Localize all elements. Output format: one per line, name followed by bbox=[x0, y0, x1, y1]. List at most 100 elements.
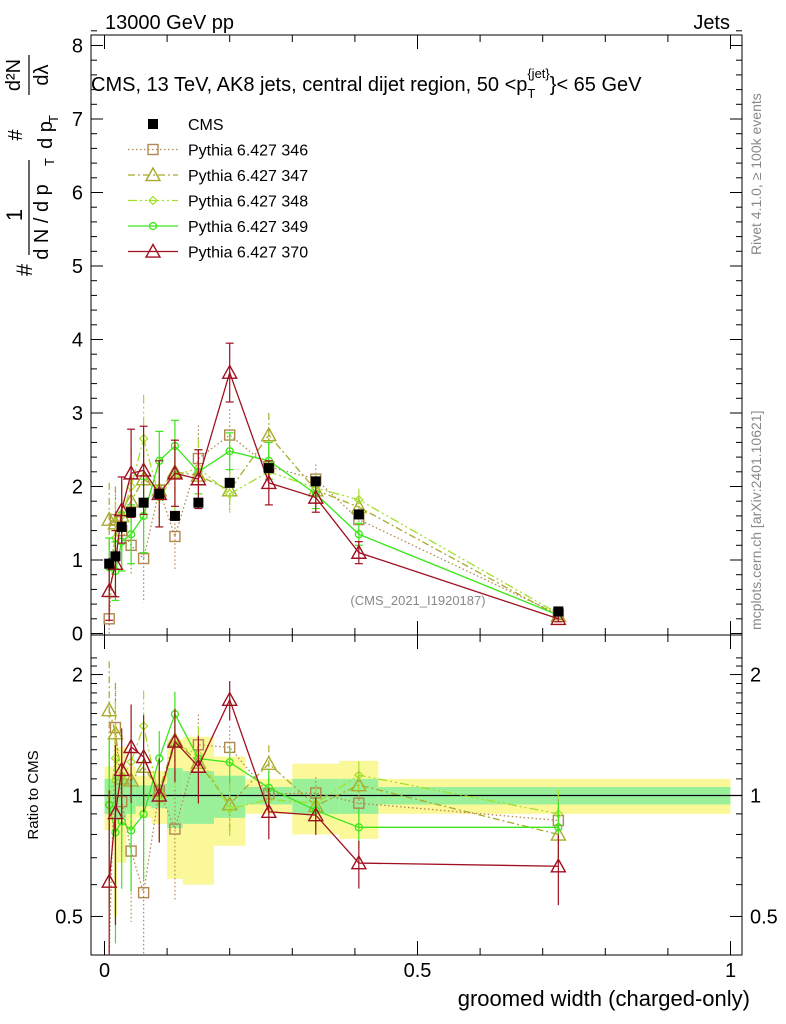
ratio-point bbox=[151, 787, 168, 802]
legend-marker bbox=[148, 221, 158, 231]
legend-marker bbox=[144, 243, 162, 258]
cms-data-point bbox=[310, 476, 321, 487]
data-point bbox=[126, 530, 136, 539]
legend-label: CMS bbox=[188, 117, 224, 134]
legend-item: Pythia 6.427 349 bbox=[128, 219, 308, 236]
y-label-hash: # bbox=[12, 263, 37, 276]
data-point bbox=[166, 464, 184, 480]
y-label-frac-num: 1 bbox=[2, 209, 27, 221]
legend: CMS Pythia 6.427 346 Pythia 6.427 347 Pythi… bbox=[128, 117, 308, 262]
data-point bbox=[350, 544, 368, 559]
ratio-point bbox=[137, 886, 150, 899]
legend-marker bbox=[144, 166, 162, 182]
ratio-point bbox=[221, 691, 238, 706]
y-label-hash2: # bbox=[5, 129, 27, 141]
x-tick-label: 0.5 bbox=[404, 960, 432, 982]
cms-data-point bbox=[224, 477, 235, 488]
y-tick-label: 4 bbox=[72, 330, 83, 352]
header-right: Jets bbox=[693, 12, 730, 34]
ratio-tick-label: 2 bbox=[72, 665, 83, 687]
data-point bbox=[225, 447, 234, 456]
series-line bbox=[108, 370, 559, 620]
chart-title: CMS, 13 TeV, AK8 jets, central dijet reg… bbox=[91, 66, 642, 101]
cms-data-point bbox=[110, 551, 121, 562]
ratio-point bbox=[166, 733, 184, 748]
y-label-d2n: d²N bbox=[3, 59, 25, 91]
ratio-tick-label: 0.5 bbox=[55, 906, 83, 928]
ratio-point bbox=[107, 804, 124, 820]
ratio-point bbox=[225, 758, 234, 767]
legend-label: Pythia 6.427 349 bbox=[188, 219, 308, 236]
data-point bbox=[122, 464, 140, 480]
ratio-axis-label: Ratio to CMS bbox=[25, 750, 42, 839]
legend-marker bbox=[148, 195, 158, 206]
ratio-tick-label-right: 1 bbox=[750, 786, 761, 808]
data-point bbox=[550, 610, 567, 626]
ratio-point bbox=[224, 803, 235, 814]
legend-marker bbox=[147, 143, 159, 156]
y-label-dlambda: dλ bbox=[31, 64, 53, 85]
cms-data-point bbox=[116, 521, 127, 532]
ratio-point bbox=[122, 738, 140, 754]
legend-item: Pythia 6.427 347 bbox=[128, 166, 308, 185]
ratio-point bbox=[169, 823, 181, 835]
legend-item: CMS bbox=[148, 117, 224, 134]
data-point bbox=[224, 489, 235, 499]
y-tick-label: 7 bbox=[72, 109, 83, 131]
y-tick-label: 8 bbox=[72, 36, 83, 58]
y-axis-label: # 1 d N / d p T # d p T d²N dλ bbox=[2, 55, 61, 276]
legend-label: Pythia 6.427 346 bbox=[188, 143, 308, 160]
data-point bbox=[101, 511, 118, 526]
data-point bbox=[353, 494, 364, 505]
cms-data-point bbox=[138, 497, 149, 508]
data-point bbox=[101, 582, 118, 598]
series-pythia-6-427-370 bbox=[101, 342, 567, 955]
ratio-tick-label: 1 bbox=[72, 786, 83, 808]
ratio-point bbox=[554, 823, 563, 832]
series-cms bbox=[104, 463, 564, 617]
legend-label: Pythia 6.427 370 bbox=[188, 245, 308, 262]
cms-data-point bbox=[553, 606, 564, 617]
y-label-frac-den: d N / d p bbox=[31, 184, 53, 260]
cms-data-point bbox=[126, 507, 137, 518]
ratio-point bbox=[260, 803, 278, 819]
ratio-point bbox=[101, 701, 118, 717]
ratio-point bbox=[190, 758, 207, 773]
data-point bbox=[260, 474, 278, 490]
header-left: 13000 GeV pp bbox=[105, 12, 234, 34]
cms-data-point bbox=[154, 488, 165, 499]
analysis-watermark: (CMS_2021_I1920187) bbox=[350, 593, 485, 608]
y-tick-label: 6 bbox=[72, 183, 83, 205]
y-label-dpt-sub: T bbox=[46, 115, 61, 123]
series-layer bbox=[101, 342, 567, 956]
ratio-point bbox=[135, 748, 152, 764]
ratio-point bbox=[353, 770, 364, 781]
data-point bbox=[190, 470, 207, 486]
y-label-frac-den-sub: T bbox=[42, 158, 57, 166]
ratio-point bbox=[113, 761, 130, 777]
ratio-tick-label-right: 2 bbox=[750, 665, 761, 687]
legend-label: Pythia 6.427 347 bbox=[188, 168, 308, 185]
data-point bbox=[221, 364, 238, 379]
cms-data-point bbox=[263, 463, 274, 474]
axes: 0 1 2 3 4 5 6 7 8 0 0.5 1 0.5 0.5 1 1 2 2 bbox=[55, 30, 778, 982]
series-line bbox=[108, 434, 559, 619]
data-point bbox=[137, 552, 150, 565]
ratio-point bbox=[107, 724, 124, 740]
ratio-point bbox=[550, 857, 567, 873]
ratio-point bbox=[260, 755, 278, 770]
legend-marker bbox=[148, 119, 158, 129]
data-point bbox=[354, 530, 363, 539]
x-tick-label: 0 bbox=[99, 960, 110, 982]
cms-data-point bbox=[193, 497, 204, 508]
y-tick-label: 3 bbox=[72, 403, 83, 425]
y-tick-label: 5 bbox=[72, 256, 83, 278]
legend-item: Pythia 6.427 348 bbox=[128, 194, 308, 211]
cms-data-point bbox=[104, 558, 115, 569]
data-point bbox=[113, 501, 130, 517]
ratio-tick-label-right: 0.5 bbox=[750, 906, 778, 928]
series-line bbox=[108, 433, 559, 617]
data-point bbox=[135, 461, 152, 477]
y-tick-label: 2 bbox=[72, 477, 83, 499]
